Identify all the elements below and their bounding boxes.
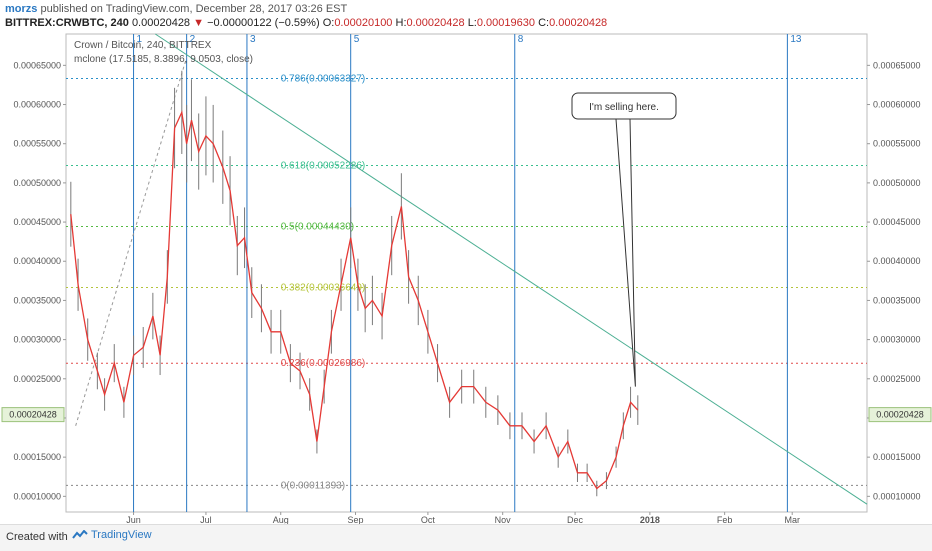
y-tick-label-right: 0.00035000	[873, 295, 921, 305]
x-tick-label: Mar	[784, 515, 800, 524]
symbol-name: BITTREX:CRWBTC, 240	[5, 17, 129, 29]
cycle-label: 1	[137, 34, 143, 45]
x-tick-label: Nov	[495, 515, 512, 524]
cycle-label: 2	[190, 34, 196, 45]
cycle-label: 13	[790, 34, 802, 45]
y-tick-label-right: 0.00040000	[873, 256, 921, 266]
fib-level-label: 0.382(0.00036649)	[281, 283, 366, 294]
callout-text: I'm selling here.	[589, 102, 659, 113]
low-value: 0.00019630	[476, 17, 535, 29]
y-tick-label-right: 0.00030000	[873, 335, 921, 345]
y-tick-label-right: 0.00060000	[873, 100, 921, 110]
y-tick-label-left: 0.00010000	[13, 491, 61, 501]
price-tag-left-label: 0.00020428	[9, 410, 57, 420]
publish-info: published on TradingView.com, December 2…	[40, 3, 348, 15]
tradingview-link[interactable]: TradingView	[72, 529, 152, 541]
tradingview-logo-icon	[72, 530, 88, 539]
y-tick-label-right: 0.00015000	[873, 452, 921, 462]
author-name[interactable]: morzs	[5, 3, 38, 15]
callout-box	[571, 92, 677, 120]
fib-level-label: 0.5(0.00044430)	[281, 222, 354, 233]
chart-legend-title: Crown / Bitcoin, 240, BITTREX	[74, 40, 212, 51]
x-tick-label: 2018	[640, 515, 660, 524]
price-tag-right	[868, 407, 932, 423]
x-tick-label: Oct	[421, 515, 436, 524]
descending-trendline	[154, 33, 868, 505]
y-tick-label-right: 0.00065000	[873, 60, 921, 70]
y-tick-label-left: 0.00035000	[13, 295, 61, 305]
footer-bar: Created with TradingView	[0, 524, 932, 551]
indicator-legend: mclone (17.5185, 8.3896, 9.0503, close)	[74, 54, 253, 65]
x-tick-label: Jun	[126, 515, 141, 524]
x-tick-label: Dec	[567, 515, 584, 524]
price-tag-right-label: 0.00020428	[876, 410, 924, 420]
y-tick-label-left: 0.00025000	[13, 374, 61, 384]
price-change: −0.00000122 (−0.59%)	[207, 17, 320, 29]
fib-baseline	[75, 57, 188, 426]
cycle-label: 8	[518, 34, 524, 45]
y-tick-label-left: 0.00030000	[13, 335, 61, 345]
indicator-line	[70, 110, 639, 490]
x-tick-label: Sep	[348, 515, 364, 524]
y-tick-label-right: 0.00010000	[873, 491, 921, 501]
y-tick-label-left: 0.00055000	[13, 139, 61, 149]
x-tick-label: Aug	[273, 515, 289, 524]
tradingview-brand-label: TradingView	[91, 529, 152, 541]
y-tick-label-left: 0.00060000	[13, 100, 61, 110]
x-tick-label: Feb	[717, 515, 733, 524]
cycle-label: 3	[250, 34, 256, 45]
fib-level-label: 0.236(0.00026986)	[281, 358, 366, 369]
high-label: H:	[395, 17, 407, 29]
symbol-header: BITTREX:CRWBTC, 240 0.00020428 ▼ −0.0000…	[5, 17, 607, 29]
x-tick-label: Jul	[200, 515, 212, 524]
publish-header: morzs published on TradingView.com, Dece…	[5, 3, 347, 15]
y-tick-label-left: 0.00045000	[13, 217, 61, 227]
y-tick-label-right: 0.00050000	[873, 178, 921, 188]
callout-pointer	[615, 118, 636, 387]
close-label: C:	[538, 17, 550, 29]
fib-level-label: 0(0.00011393)	[281, 480, 345, 491]
last-price: 0.00020428	[131, 17, 191, 29]
y-tick-label-right: 0.00025000	[873, 374, 921, 384]
change-arrow-icon: ▼	[193, 17, 205, 29]
y-tick-label-right: 0.00045000	[873, 217, 921, 227]
fib-level-label: 0.618(0.00052226)	[281, 160, 366, 171]
low-label: L:	[467, 17, 477, 29]
open-value: 0.00020100	[334, 17, 393, 29]
close-value: 0.00020428	[549, 17, 608, 29]
y-tick-label-left: 0.00040000	[13, 256, 61, 266]
y-tick-label-left: 0.00050000	[13, 178, 61, 188]
y-tick-label-left: 0.00015000	[13, 452, 61, 462]
plot-frame	[65, 33, 868, 513]
high-value: 0.00020428	[406, 17, 465, 29]
fib-level-label: 0.786(0.00063327)	[281, 73, 366, 84]
created-with-text: Created with	[6, 531, 68, 543]
open-label: O:	[322, 17, 335, 29]
y-tick-label-left: 0.00065000	[13, 60, 61, 70]
cycle-label: 5	[354, 34, 360, 45]
price-tag-left	[1, 407, 65, 423]
price-chart[interactable]: 0.786(0.00063327) 0.618(0.00052226) 0.5(0.…	[0, 0, 932, 524]
y-tick-label-right: 0.00055000	[873, 139, 921, 149]
